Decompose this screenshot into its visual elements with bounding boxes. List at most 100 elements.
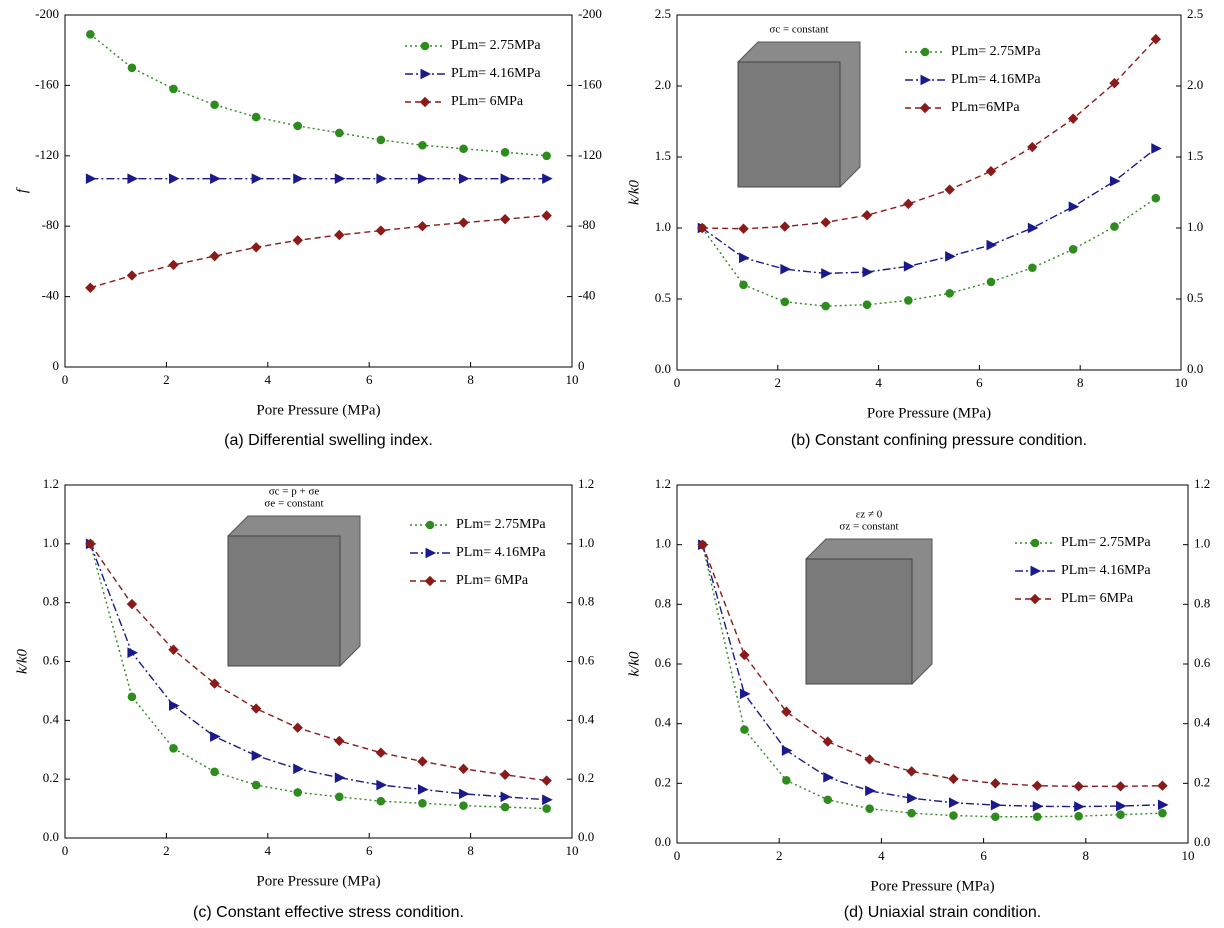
marker xyxy=(1068,201,1080,213)
legend-marker xyxy=(424,575,436,587)
marker xyxy=(781,706,792,717)
marker xyxy=(250,242,262,253)
marker xyxy=(697,539,708,550)
marker xyxy=(1110,222,1119,231)
marker xyxy=(376,173,387,184)
series-line xyxy=(89,543,547,801)
plot-frame xyxy=(64,14,573,368)
x-tick-label: 0 xyxy=(674,848,681,863)
x-tick-label: 2 xyxy=(776,848,783,863)
y-tick-label: 0.2 xyxy=(655,774,671,789)
marker xyxy=(127,692,137,702)
marker xyxy=(293,173,304,184)
marker xyxy=(820,217,831,228)
x-tick-label: 4 xyxy=(878,848,885,863)
marker xyxy=(944,184,955,195)
marker xyxy=(251,780,261,790)
marker xyxy=(375,225,387,236)
marker xyxy=(499,213,511,225)
y-tick-label-right: 0.4 xyxy=(1194,715,1211,730)
legend-label: PLm= 6MPa xyxy=(456,573,529,588)
marker xyxy=(865,785,876,797)
inset-annotation: σc = p + σe xyxy=(269,486,320,498)
x-tick-label: 10 xyxy=(1182,848,1195,863)
marker xyxy=(906,766,917,777)
x-tick-label: 4 xyxy=(875,375,882,390)
marker xyxy=(334,735,345,747)
marker xyxy=(169,743,178,753)
y-tick-label: 1.2 xyxy=(655,476,671,491)
marker xyxy=(127,647,139,658)
marker xyxy=(334,229,345,241)
marker xyxy=(375,747,387,758)
y-tick-label: 0.4 xyxy=(43,711,60,726)
marker xyxy=(541,775,552,786)
marker xyxy=(1109,175,1121,187)
marker xyxy=(85,538,96,550)
x-tick-label: 8 xyxy=(467,372,474,387)
x-axis-label: Pore Pressure (MPa) xyxy=(256,402,380,418)
y-tick-label-right: 1.0 xyxy=(1187,219,1203,234)
marker xyxy=(990,778,1001,789)
inset-annotation: σe = constant xyxy=(264,498,323,510)
y-tick-label: -200 xyxy=(35,6,59,21)
y-tick-label: 1.0 xyxy=(655,219,671,234)
marker xyxy=(1151,193,1161,203)
marker xyxy=(945,251,956,262)
marker xyxy=(739,688,751,700)
marker xyxy=(417,173,429,184)
x-tick-label: 8 xyxy=(1083,848,1090,863)
series-line xyxy=(701,544,1163,818)
x-tick-label: 6 xyxy=(366,372,373,387)
marker xyxy=(948,773,959,785)
y-tick-label: 0.6 xyxy=(655,655,672,670)
legend-marker xyxy=(1030,565,1042,577)
legend-marker xyxy=(425,520,435,530)
marker xyxy=(210,731,221,742)
marker xyxy=(500,802,510,812)
marker xyxy=(127,63,137,73)
y-tick-label: 0.4 xyxy=(655,715,672,730)
legend-marker xyxy=(1029,593,1041,605)
y-tick-label-right: 2.0 xyxy=(1187,77,1203,92)
marker xyxy=(1027,141,1038,153)
x-tick-label: 8 xyxy=(467,843,474,858)
marker xyxy=(823,795,833,805)
marker xyxy=(168,259,179,271)
y-tick-label: -120 xyxy=(35,147,59,162)
marker xyxy=(781,745,793,756)
series-line xyxy=(701,197,1157,307)
marker xyxy=(376,135,386,145)
series-line xyxy=(701,147,1157,275)
legend-label: PLm= 6MPa xyxy=(451,94,524,109)
series-line xyxy=(89,543,547,782)
marker xyxy=(1115,781,1126,792)
marker xyxy=(418,140,427,150)
y-tick-label: 0.2 xyxy=(43,770,59,785)
y-tick-label-right: 0.2 xyxy=(578,770,594,785)
marker xyxy=(865,804,874,813)
marker xyxy=(210,767,219,777)
marker xyxy=(210,100,219,110)
y-tick-label-right: 0.4 xyxy=(578,711,595,726)
legend-marker xyxy=(420,41,430,51)
marker xyxy=(1116,800,1127,812)
y-tick-label-right: -120 xyxy=(578,147,602,162)
y-tick-label-right: 0.6 xyxy=(1194,655,1211,670)
y-axis-label: f xyxy=(14,187,30,193)
marker xyxy=(991,812,1000,822)
legend-label: PLm=6MPa xyxy=(951,100,1020,115)
marker xyxy=(210,173,221,184)
x-tick-label: 6 xyxy=(980,848,987,863)
marker xyxy=(1032,812,1042,822)
marker xyxy=(459,788,470,800)
marker xyxy=(1158,808,1167,818)
y-tick-label-right: 0.0 xyxy=(578,829,594,844)
x-tick-label: 10 xyxy=(566,372,579,387)
x-tick-label: 8 xyxy=(1077,375,1084,390)
x-axis-label: Pore Pressure (MPa) xyxy=(870,878,994,894)
marker xyxy=(500,791,512,803)
marker xyxy=(85,173,97,184)
marker xyxy=(251,112,261,122)
